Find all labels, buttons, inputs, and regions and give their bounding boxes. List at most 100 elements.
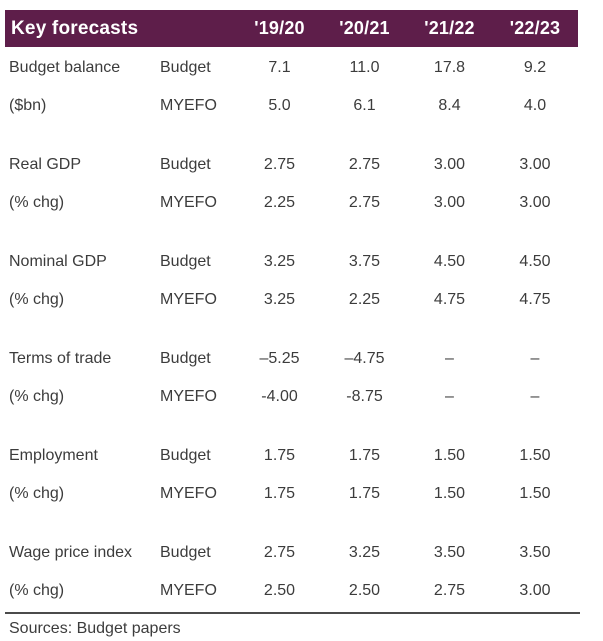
cell-value: 1.75 bbox=[263, 485, 296, 502]
cell-value: 3.25 bbox=[348, 544, 381, 561]
cell-value: 4.50 bbox=[433, 253, 466, 270]
row-source: MYEFO bbox=[160, 291, 217, 308]
cell-value: – bbox=[445, 350, 454, 367]
cell-value: 2.75 bbox=[433, 582, 466, 599]
cell-value: 17.8 bbox=[433, 59, 466, 76]
table-row: Wage price index Budget 2.75 3.25 3.50 3.50 bbox=[5, 534, 578, 572]
table-row: (% chg) MYEFO 1.75 1.75 1.50 1.50 bbox=[5, 475, 578, 513]
table-group: Budget balance Budget 7.1 11.0 17.8 9.2 ($bn) M… bbox=[5, 49, 578, 125]
cell-value: 2.75 bbox=[348, 194, 381, 211]
cell-value: 4.75 bbox=[519, 291, 551, 308]
cell-value: 4.0 bbox=[523, 97, 547, 114]
column-header-20-21: '20/21 bbox=[339, 18, 390, 38]
cell-value: 3.50 bbox=[433, 544, 466, 561]
column-header-22-23: '22/23 bbox=[509, 18, 561, 38]
cell-value: 7.1 bbox=[268, 59, 291, 76]
row-unit: (% chg) bbox=[9, 582, 65, 599]
cell-value: 11.0 bbox=[349, 59, 380, 76]
cell-value: 3.75 bbox=[348, 253, 381, 270]
source-note: Sources: Budget papers bbox=[9, 620, 181, 637]
table-row: (% chg) MYEFO 2.25 2.75 3.00 3.00 bbox=[5, 184, 578, 222]
row-source: Budget bbox=[160, 350, 211, 367]
table-row: Nominal GDP Budget 3.25 3.75 4.50 4.50 bbox=[5, 243, 578, 281]
cell-value: 3.00 bbox=[519, 582, 551, 599]
row-category: Nominal GDP bbox=[9, 253, 107, 270]
table-row: (% chg) MYEFO 2.50 2.50 2.75 3.00 bbox=[5, 572, 578, 610]
table-row: Employment Budget 1.75 1.75 1.50 1.50 bbox=[5, 437, 578, 475]
row-unit: (% chg) bbox=[9, 485, 65, 502]
cell-value: 6.1 bbox=[353, 97, 376, 114]
table-group: Employment Budget 1.75 1.75 1.50 1.50 (% chg) M… bbox=[5, 437, 578, 513]
cell-value: 3.25 bbox=[263, 253, 296, 270]
row-source: MYEFO bbox=[160, 485, 217, 502]
cell-value: 3.00 bbox=[433, 156, 466, 173]
row-category: Wage price index bbox=[9, 544, 133, 561]
cell-value: 3.00 bbox=[519, 194, 551, 211]
cell-value: 2.75 bbox=[263, 156, 296, 173]
cell-value: 2.50 bbox=[348, 582, 381, 599]
cell-value: 5.0 bbox=[268, 97, 291, 114]
cell-value: 8.4 bbox=[438, 97, 461, 114]
cell-value: 2.50 bbox=[263, 582, 296, 599]
cell-value: 9.2 bbox=[523, 59, 547, 76]
cell-value: 1.50 bbox=[519, 485, 551, 502]
cell-value: 1.75 bbox=[263, 447, 296, 464]
row-category: Real GDP bbox=[9, 156, 82, 173]
forecast-table-body: Budget balance Budget 7.1 11.0 17.8 9.2 ($bn) M… bbox=[5, 49, 578, 610]
table-row: (% chg) MYEFO -4.00 -8.75 – – bbox=[5, 378, 578, 416]
row-source: Budget bbox=[160, 156, 211, 173]
cell-value: 3.00 bbox=[519, 156, 551, 173]
table-row: Real GDP Budget 2.75 2.75 3.00 3.00 bbox=[5, 146, 578, 184]
cell-value: -4.00 bbox=[261, 388, 298, 405]
cell-value: 4.50 bbox=[519, 253, 551, 270]
cell-value: 3.50 bbox=[519, 544, 551, 561]
table-row: (% chg) MYEFO 3.25 2.25 4.75 4.75 bbox=[5, 281, 578, 319]
column-header-21-22: '21/22 bbox=[424, 18, 475, 38]
cell-value: 1.50 bbox=[433, 485, 466, 502]
table-group: Wage price index Budget 2.75 3.25 3.50 3.50 (%… bbox=[5, 534, 578, 610]
row-source: Budget bbox=[160, 544, 211, 561]
table-row: ($bn) MYEFO 5.0 6.1 8.4 4.0 bbox=[5, 87, 578, 125]
cell-value: 2.25 bbox=[348, 291, 381, 308]
cell-value: –5.25 bbox=[259, 350, 300, 367]
cell-value: 3.25 bbox=[263, 291, 296, 308]
table-group: Terms of trade Budget –5.25 –4.75 – – (% chg) M… bbox=[5, 340, 578, 416]
cell-value: 2.75 bbox=[263, 544, 296, 561]
row-category: Budget balance bbox=[9, 59, 121, 76]
row-unit: (% chg) bbox=[9, 388, 65, 405]
table-row: Budget balance Budget 7.1 11.0 17.8 9.2 bbox=[5, 49, 578, 87]
cell-value: 4.75 bbox=[433, 291, 466, 308]
row-category: Terms of trade bbox=[9, 350, 112, 367]
row-source: MYEFO bbox=[160, 97, 217, 114]
row-source: Budget bbox=[160, 253, 211, 270]
cell-value: 1.75 bbox=[348, 447, 381, 464]
cell-value: – bbox=[530, 388, 540, 405]
row-unit: (% chg) bbox=[9, 291, 65, 308]
cell-value: 3.00 bbox=[433, 194, 466, 211]
column-header-19-20: '19/20 bbox=[254, 18, 305, 38]
table-header-bar: Key forecasts '19/20 '20/21 '21/22 '22/2… bbox=[5, 10, 578, 47]
table-group: Real GDP Budget 2.75 2.75 3.00 3.00 (% chg) MYE… bbox=[5, 146, 578, 222]
cell-value: – bbox=[530, 350, 540, 367]
cell-value: 1.50 bbox=[433, 447, 466, 464]
cell-value: 1.75 bbox=[348, 485, 381, 502]
table-group: Nominal GDP Budget 3.25 3.75 4.50 4.50 (% chg)… bbox=[5, 243, 578, 319]
cell-value: -8.75 bbox=[346, 388, 383, 405]
footer-divider bbox=[5, 612, 580, 614]
cell-value: 2.25 bbox=[263, 194, 296, 211]
row-source: MYEFO bbox=[160, 194, 217, 211]
cell-value: 2.75 bbox=[348, 156, 381, 173]
row-unit: ($bn) bbox=[9, 97, 47, 114]
row-source: MYEFO bbox=[160, 582, 217, 599]
row-source: Budget bbox=[160, 447, 211, 464]
table-title: Key forecasts bbox=[11, 17, 139, 39]
table-row: Terms of trade Budget –5.25 –4.75 – – bbox=[5, 340, 578, 378]
row-source: Budget bbox=[160, 59, 211, 76]
row-category: Employment bbox=[9, 447, 98, 464]
cell-value: 1.50 bbox=[519, 447, 551, 464]
cell-value: – bbox=[445, 388, 454, 405]
row-source: MYEFO bbox=[160, 388, 217, 405]
cell-value: –4.75 bbox=[344, 350, 385, 367]
row-unit: (% chg) bbox=[9, 194, 65, 211]
